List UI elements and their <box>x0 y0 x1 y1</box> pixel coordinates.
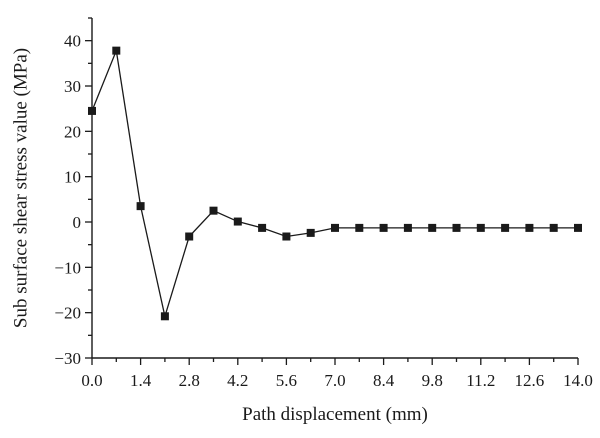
series-line <box>91 48 578 319</box>
x-tick-label: 11.2 <box>466 371 495 390</box>
data-point-marker <box>306 228 315 237</box>
data-point-marker <box>549 223 558 232</box>
data-point-marker <box>501 223 510 232</box>
data-point-marker <box>355 223 364 232</box>
y-tick-label: 40 <box>64 32 81 51</box>
data-point-marker <box>574 223 582 232</box>
data-point-marker <box>233 217 242 226</box>
data-point-marker <box>476 223 485 232</box>
axes <box>91 18 578 359</box>
x-tick-label: 12.6 <box>515 371 545 390</box>
x-tick-label: 5.6 <box>276 371 297 390</box>
data-point-marker <box>112 46 121 55</box>
data-point-marker <box>136 202 145 211</box>
y-axis-title: Sub surface shear stress value (MPa) <box>10 48 31 328</box>
y-tick-label: 30 <box>64 77 81 96</box>
data-point-marker <box>379 223 388 232</box>
y-tick-label: 10 <box>64 168 81 187</box>
x-tick-label: 14.0 <box>563 371 593 390</box>
y-tick-label: −10 <box>54 258 81 277</box>
x-tick-label: 8.4 <box>373 371 395 390</box>
data-point-marker <box>282 232 291 241</box>
x-tick-label: 2.8 <box>179 371 200 390</box>
x-tick-label: 1.4 <box>130 371 152 390</box>
x-tick-label: 4.2 <box>227 371 248 390</box>
x-axis-title: Path displacement (mm) <box>242 404 428 425</box>
x-tick-label: 7.0 <box>324 371 345 390</box>
data-point-marker <box>160 312 169 321</box>
data-point-marker <box>88 106 96 115</box>
y-tick-label: 20 <box>64 122 81 141</box>
tick-marks <box>85 17 579 365</box>
y-tick-label: −20 <box>54 304 81 323</box>
data-point-marker <box>209 206 218 215</box>
data-point-marker <box>185 232 194 241</box>
tick-labels: −30 −20 −10 0 10 20 30 40 0.0 1.4 2.8 4.2 5.6 7.0 8.4 9… <box>54 32 592 390</box>
y-tick-label: −30 <box>54 349 81 368</box>
data-point-marker <box>428 223 437 232</box>
data-series <box>88 46 582 321</box>
x-tick-label: 0.0 <box>81 371 102 390</box>
data-point-marker <box>525 223 534 232</box>
y-tick-label: 0 <box>73 213 82 232</box>
data-point-marker <box>258 223 267 232</box>
data-point-marker <box>452 223 461 232</box>
x-tick-label: 9.8 <box>422 371 443 390</box>
data-point-marker <box>331 223 339 232</box>
data-point-marker <box>403 223 412 232</box>
